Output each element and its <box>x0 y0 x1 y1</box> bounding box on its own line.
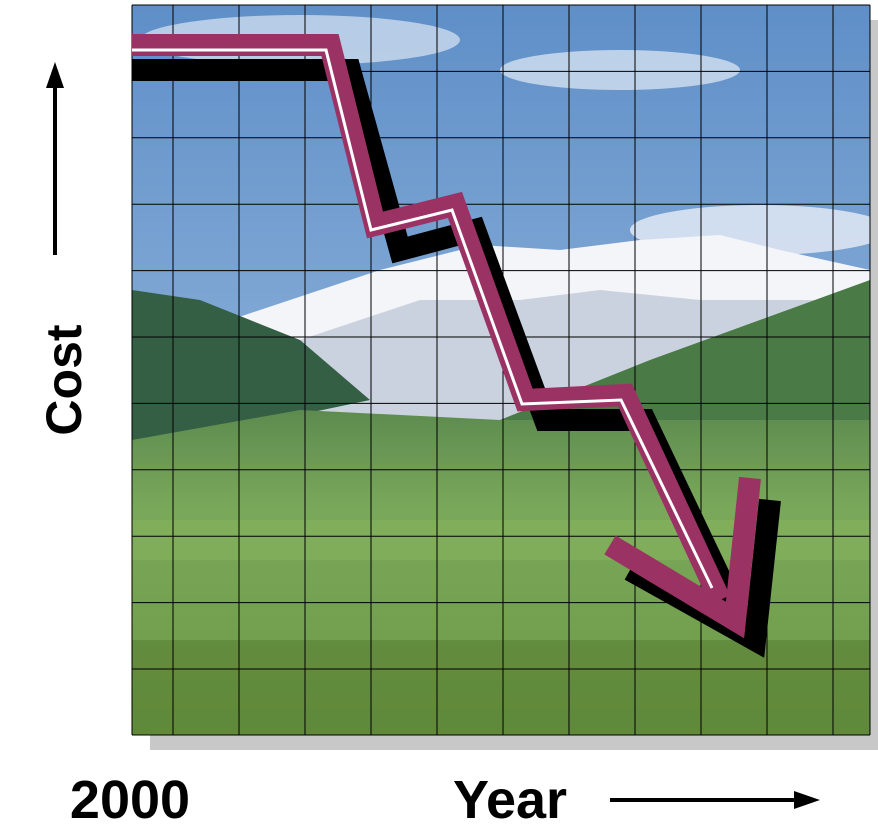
landscape <box>132 5 870 735</box>
y-axis-arrowhead <box>46 62 64 88</box>
x-axis-arrowhead <box>794 791 820 809</box>
x-axis-label: Year <box>453 770 567 823</box>
x-start-label: 2000 <box>70 770 190 823</box>
y-axis-label: Cost <box>36 324 92 435</box>
trend-arrow <box>132 34 781 658</box>
